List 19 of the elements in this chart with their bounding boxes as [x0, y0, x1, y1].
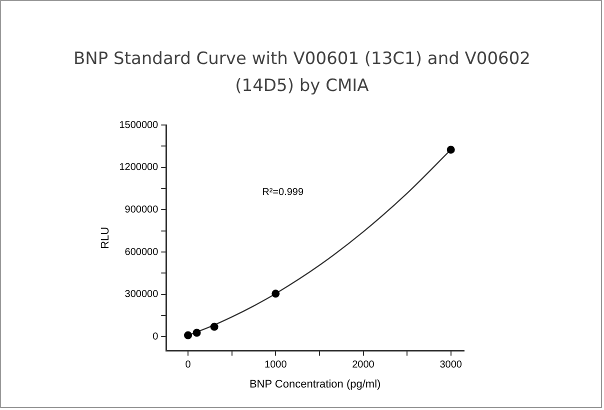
annotation: R²=0.999	[262, 187, 304, 198]
x-tick-label: 3000	[440, 360, 462, 371]
x-axis-title: BNP Concentration (pg/ml)	[249, 378, 381, 390]
y-tick-label: 1200000	[119, 162, 159, 174]
y-tick-label: 0	[152, 331, 159, 342]
point	[192, 328, 201, 337]
point	[210, 322, 218, 331]
point	[446, 146, 455, 154]
y-tick-label: 900000	[124, 204, 159, 216]
x-tick-label: 1000	[264, 360, 288, 371]
y-tick-label: 300000	[124, 289, 159, 300]
point	[184, 331, 192, 340]
y-tick-label: 1500000	[119, 120, 159, 131]
y-axis-title: RLU	[100, 226, 112, 249]
x-tick-label: 0	[185, 360, 192, 371]
y-tick-label: 600000	[124, 246, 159, 258]
point	[272, 290, 280, 298]
x-tick-label: 2000	[352, 360, 375, 371]
chart-title: BNP Standard Curve with V00601 (13C1) and V00602 (14D5) by CMIA	[72, 48, 532, 98]
